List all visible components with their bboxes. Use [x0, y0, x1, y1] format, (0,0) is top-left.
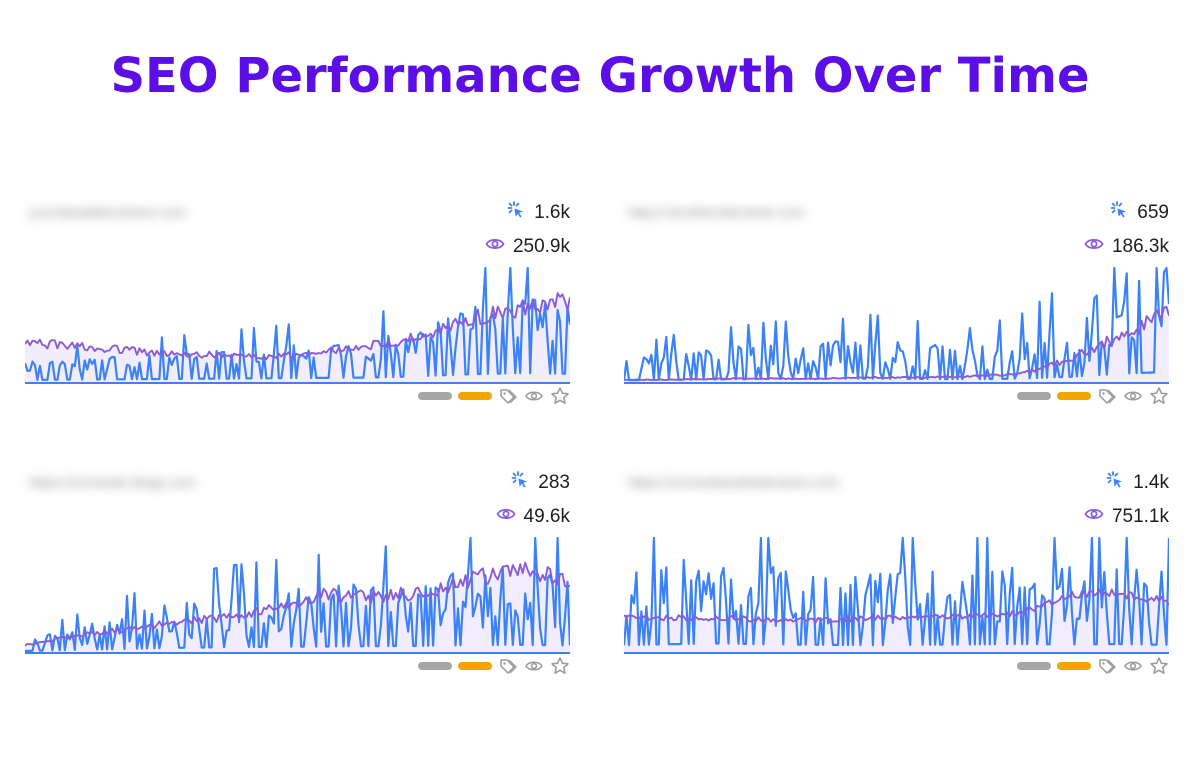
impressions-series-line — [624, 305, 1169, 382]
eye-icon[interactable] — [524, 656, 544, 676]
site-url: yoursiteaddresshere.com — [29, 204, 187, 220]
site-url: https://anothersitename.com — [628, 204, 805, 220]
impressions-series-line — [624, 588, 1169, 624]
impressions-value: 186.3k — [1111, 236, 1169, 257]
status-pill-grey[interactable] — [1017, 662, 1051, 670]
cursor-click-icon — [506, 200, 534, 226]
star-icon[interactable] — [1149, 386, 1169, 406]
clicks-series-line — [25, 266, 570, 381]
impressions-metric: 250.9k — [485, 236, 570, 258]
card-toolbar — [418, 656, 570, 676]
site-performance-card: yoursiteaddresshere.com 1.6k 250.9k — [25, 196, 570, 411]
star-icon[interactable] — [1149, 656, 1169, 676]
tag-icon[interactable] — [498, 386, 518, 406]
card-toolbar — [1017, 656, 1169, 676]
eye-icon — [1084, 234, 1112, 260]
tag-icon[interactable] — [1097, 656, 1117, 676]
impressions-metric: 751.1k — [1084, 506, 1169, 528]
page-title: SEO Performance Growth Over Time — [110, 48, 1090, 104]
impressions-series-line — [25, 561, 570, 647]
cursor-click-icon — [510, 470, 538, 496]
eye-icon[interactable] — [1123, 386, 1143, 406]
impressions-area — [624, 306, 1169, 384]
impressions-value: 250.9k — [512, 236, 570, 257]
impressions-series-line — [25, 292, 570, 361]
site-performance-card: https://somesite-blogs.com 283 49.6k — [25, 466, 570, 681]
status-pill-orange[interactable] — [1057, 392, 1091, 400]
performance-chart — [25, 266, 570, 384]
clicks-metric: 659 — [1109, 200, 1169, 226]
tag-icon[interactable] — [1097, 386, 1117, 406]
card-toolbar — [418, 386, 570, 406]
clicks-value: 659 — [1137, 202, 1169, 223]
site-url: https://somesitewebsitename.com — [628, 474, 839, 490]
performance-chart — [624, 266, 1169, 384]
eye-icon — [1084, 504, 1112, 530]
performance-chart — [25, 536, 570, 654]
clicks-metric: 1.6k — [506, 200, 570, 226]
clicks-metric: 1.4k — [1105, 470, 1169, 496]
status-pill-orange[interactable] — [458, 392, 492, 400]
status-pill-grey[interactable] — [418, 662, 452, 670]
eye-icon — [485, 234, 513, 260]
impressions-value: 49.6k — [523, 506, 570, 527]
performance-chart — [624, 536, 1169, 654]
cursor-click-icon — [1105, 470, 1133, 496]
clicks-value: 1.4k — [1133, 472, 1169, 493]
site-performance-card: https://somesitewebsitename.com 1.4k 751… — [624, 466, 1169, 681]
status-pill-grey[interactable] — [1017, 392, 1051, 400]
site-url: https://somesite-blogs.com — [29, 474, 196, 490]
impressions-metric: 186.3k — [1084, 236, 1169, 258]
cursor-click-icon — [1109, 200, 1137, 226]
status-pill-orange[interactable] — [1057, 662, 1091, 670]
site-performance-card: https://anothersitename.com 659 186.3k — [624, 196, 1169, 411]
eye-icon[interactable] — [1123, 656, 1143, 676]
clicks-metric: 283 — [510, 470, 570, 496]
eye-icon — [495, 504, 524, 530]
clicks-series-line — [624, 536, 1169, 647]
clicks-value: 1.6k — [534, 202, 570, 223]
status-pill-orange[interactable] — [458, 662, 492, 670]
impressions-metric: 49.6k — [495, 504, 570, 530]
eye-icon[interactable] — [524, 386, 544, 406]
clicks-value: 283 — [538, 472, 570, 493]
status-pill-grey[interactable] — [418, 392, 452, 400]
impressions-area — [624, 589, 1169, 654]
impressions-value: 751.1k — [1111, 506, 1169, 527]
star-icon[interactable] — [550, 656, 570, 676]
card-toolbar — [1017, 386, 1169, 406]
star-icon[interactable] — [550, 386, 570, 406]
tag-icon[interactable] — [498, 656, 518, 676]
